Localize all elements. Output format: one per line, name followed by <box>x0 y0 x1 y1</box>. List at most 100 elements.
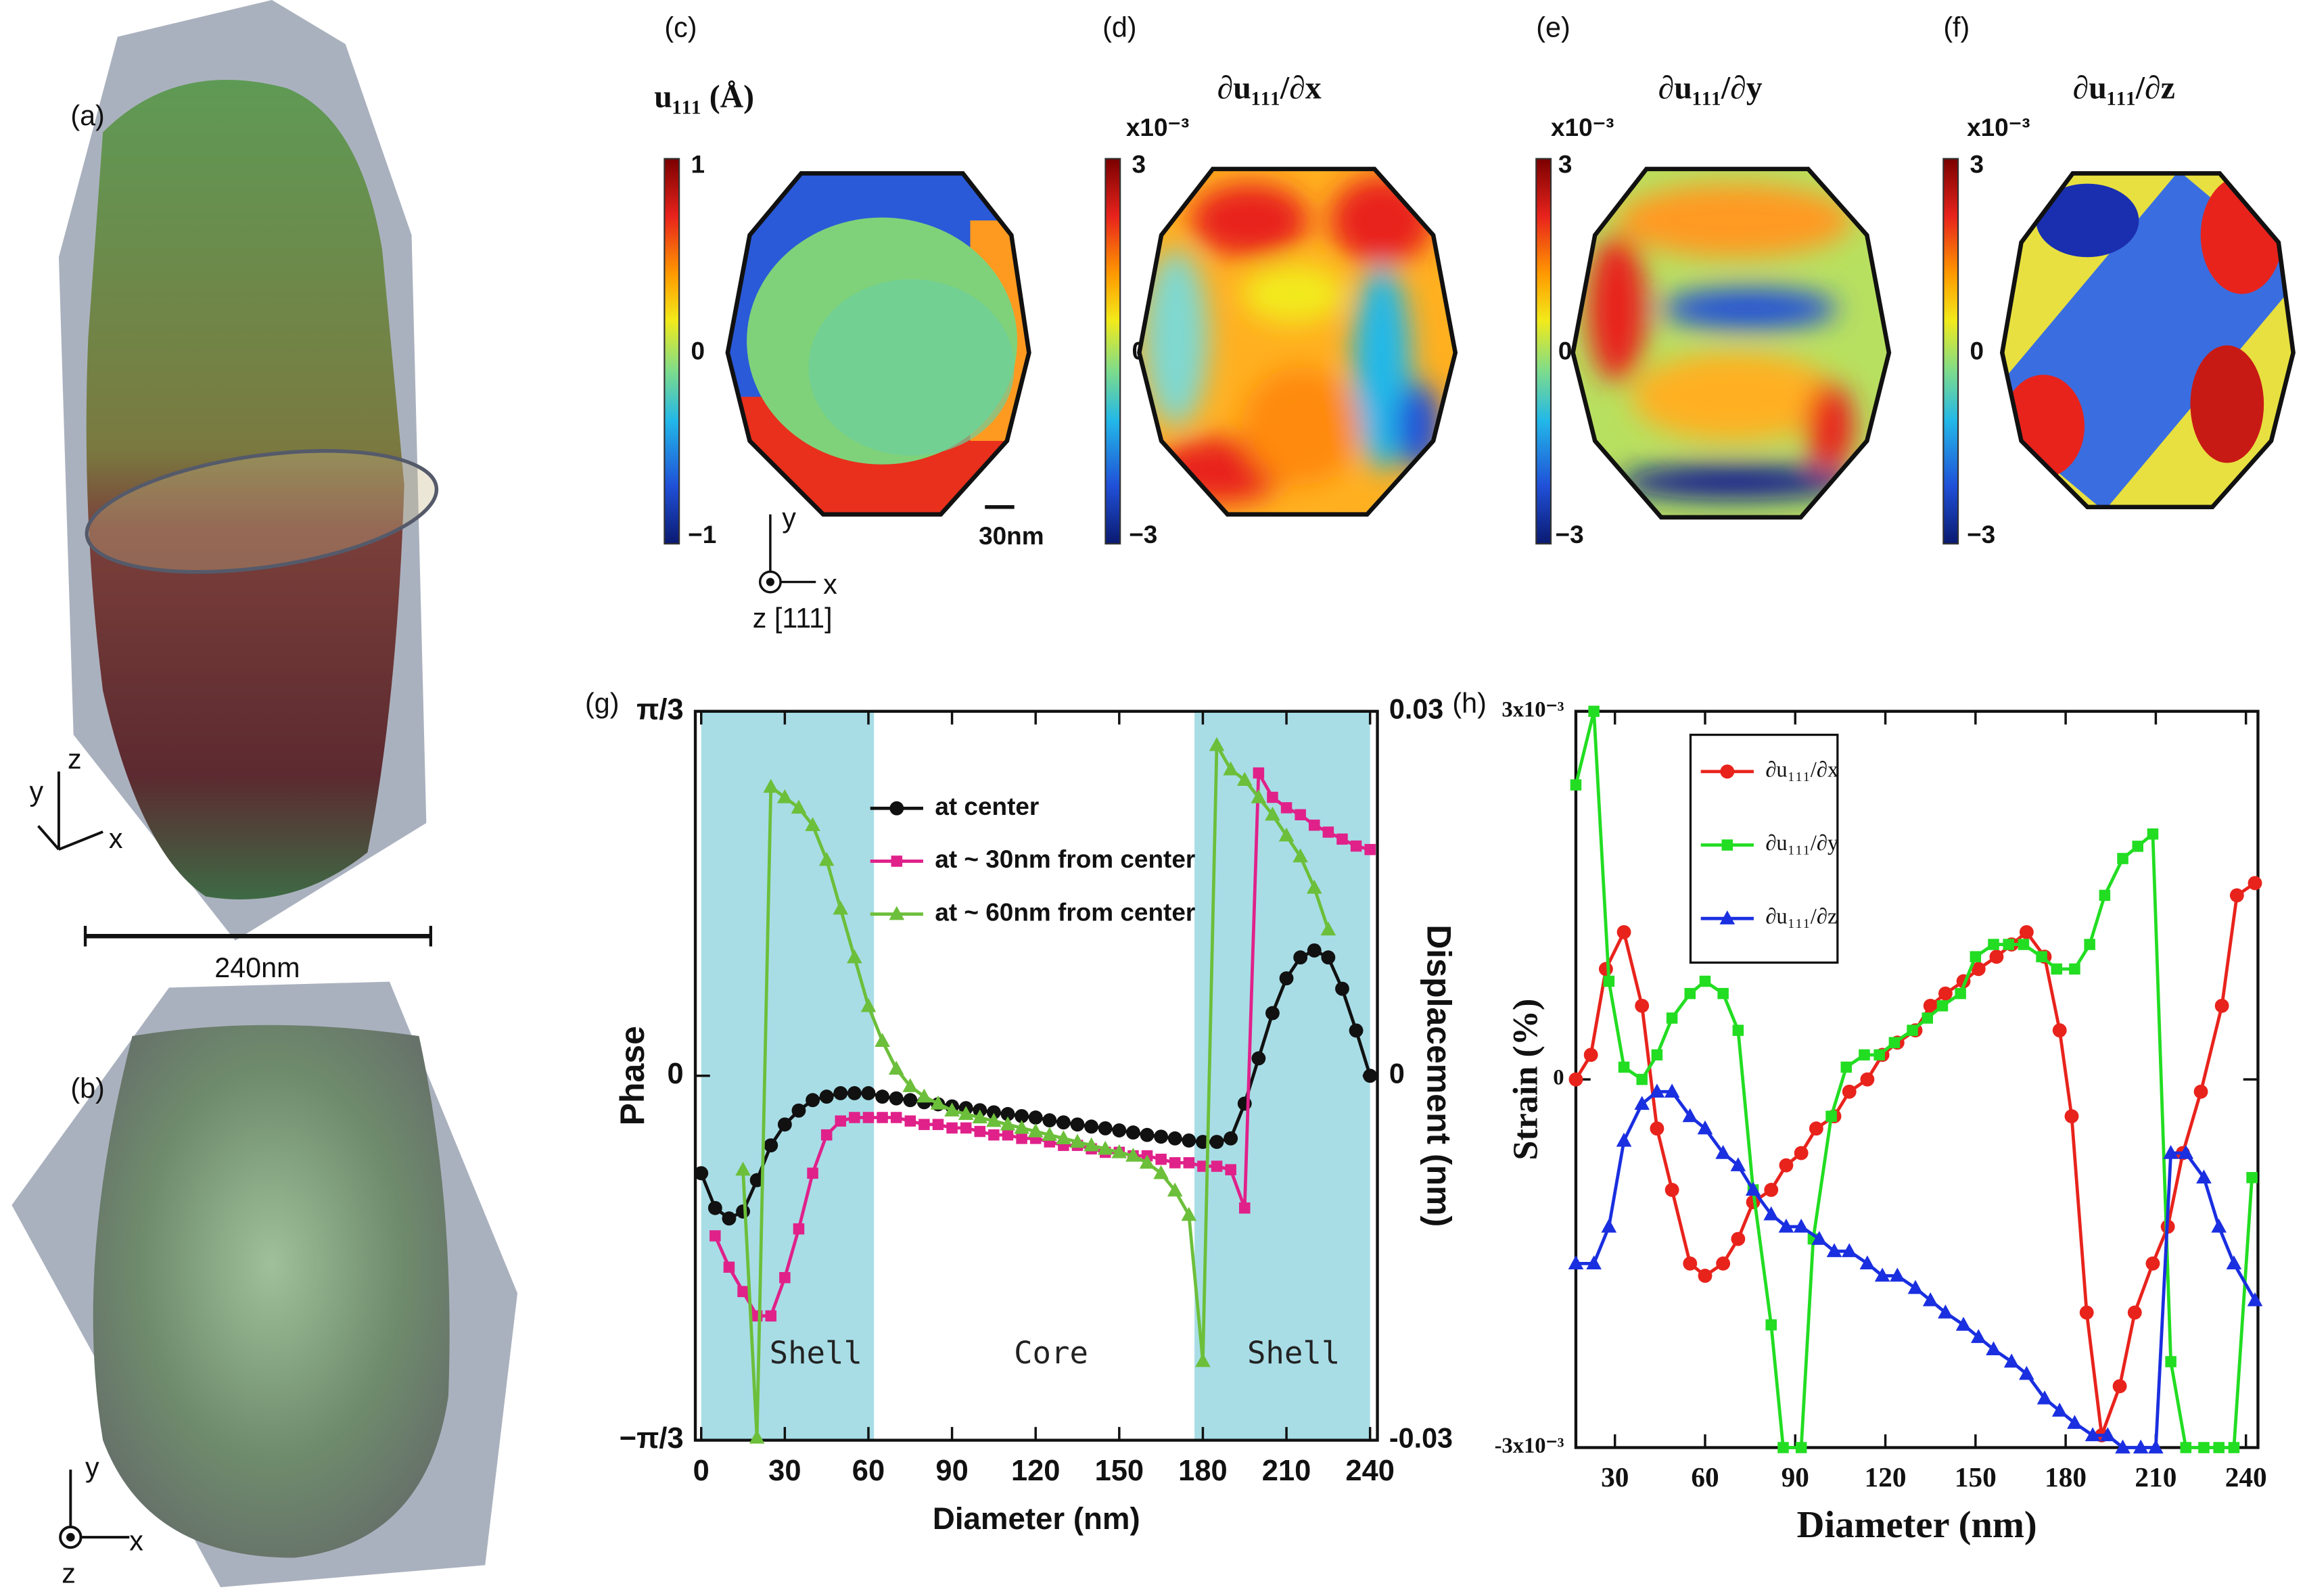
chart-0: Shell Core Shell 0 30 60 90 120 150 180 210 240 −π/3… <box>585 688 1458 1536</box>
heatmap-outline <box>725 171 1031 517</box>
data-point <box>916 1088 932 1103</box>
y2-axis-title: Displacement (nm) <box>1420 924 1458 1227</box>
y-tick-label: -3x10⁻³ <box>1495 1434 1564 1458</box>
data-point <box>2127 1305 2142 1320</box>
colorbar <box>663 158 680 545</box>
data-point <box>875 1033 890 1047</box>
data-point <box>904 1115 916 1127</box>
data-point <box>1183 1157 1195 1169</box>
scale-bar-label: 30nm <box>979 522 1044 550</box>
legend-marker <box>891 855 903 867</box>
y2-tick-label: -0.03 <box>1389 1423 1453 1454</box>
data-point <box>1225 1164 1236 1175</box>
shaded-region <box>1194 711 1370 1440</box>
data-point <box>722 1211 737 1226</box>
heatmap-outline <box>1999 171 2296 509</box>
data-point <box>1731 1231 1746 1246</box>
data-point <box>2178 1145 2194 1159</box>
data-point <box>861 1086 876 1100</box>
panel-label: (a) <box>70 100 104 131</box>
data-point <box>1016 1133 1027 1144</box>
data-point <box>1684 987 1696 1000</box>
panel-f: (f) ∂u₁₁₁/∂z x10⁻³ 3 0 −3 <box>1942 11 2296 548</box>
data-point <box>1586 1255 1602 1270</box>
multiplier: x10⁻³ <box>1551 114 1614 141</box>
data-point <box>1125 1148 1141 1162</box>
data-point <box>1683 1256 1698 1271</box>
colorbar-tick: 0 <box>1558 337 1573 365</box>
panel-label: (b) <box>70 1073 104 1104</box>
data-point <box>2228 1442 2240 1453</box>
data-point <box>1293 848 1308 863</box>
panel-e: (e) ∂u₁₁₁/∂y x10⁻³ 3 0 −3 <box>1535 11 1892 548</box>
data-point <box>2084 939 2095 950</box>
data-point <box>1153 1165 1169 1179</box>
x-tick-label: 30 <box>768 1455 801 1487</box>
data-point <box>1364 843 1376 855</box>
axis-glyph-label: y <box>29 776 43 807</box>
x-tick-label: 240 <box>1345 1455 1395 1487</box>
data-point <box>1698 1269 1713 1283</box>
data-point <box>1267 791 1278 803</box>
data-point <box>1699 975 1711 987</box>
data-point <box>1955 1317 1972 1331</box>
axis-glyph-label: x <box>109 823 123 854</box>
data-point <box>1765 1319 1777 1331</box>
data-point <box>2147 828 2159 840</box>
data-point <box>2112 1379 2127 1394</box>
data-point <box>1568 1072 1583 1087</box>
x-tick-label: 150 <box>1095 1455 1144 1487</box>
data-point <box>903 1093 918 1108</box>
x-tick-label: 90 <box>1782 1461 1809 1493</box>
data-point <box>1682 1108 1698 1123</box>
data-point <box>1027 1123 1044 1137</box>
data-point <box>2213 1442 2225 1453</box>
data-point <box>1715 1145 1731 1159</box>
data-point <box>1601 1218 1617 1233</box>
data-point <box>806 1093 820 1108</box>
data-point <box>2099 889 2111 901</box>
data-point <box>1000 1116 1016 1131</box>
data-point <box>1167 1182 1183 1197</box>
data-point <box>2148 1439 2164 1454</box>
x-tick-label: 180 <box>2045 1461 2087 1493</box>
colorbar-tick: 1 <box>691 150 705 178</box>
data-point <box>764 1138 778 1153</box>
panel-label: (d) <box>1102 11 1136 43</box>
legend-label: ∂u₁₁₁/∂x <box>1765 757 1838 782</box>
data-point <box>1936 1000 1949 1012</box>
data-point <box>1084 1137 1099 1152</box>
data-point <box>960 1122 972 1134</box>
data-point <box>1111 1144 1127 1158</box>
x-tick-label: 150 <box>1955 1461 1997 1493</box>
x-axis-title: Diameter (nm) <box>1797 1504 2037 1546</box>
data-point <box>1069 1133 1086 1148</box>
heatmap-outline <box>1137 166 1458 517</box>
data-point <box>1309 819 1320 831</box>
data-point <box>1793 1218 1809 1233</box>
data-point <box>1840 1061 1853 1073</box>
axis-glyph-label: z <box>68 744 82 775</box>
data-point <box>1568 1255 1584 1270</box>
data-point <box>805 817 820 831</box>
x-tick-label: 210 <box>1262 1455 1311 1487</box>
data-point <box>849 1112 860 1123</box>
data-point <box>1320 921 1336 936</box>
panel-d: (d) ∂u₁₁₁/∂x x10⁻³ 3 0 −3 <box>1102 11 1458 548</box>
data-point <box>749 1173 764 1188</box>
data-point <box>932 1119 944 1131</box>
data-point <box>1125 1125 1140 1140</box>
legend-label: at ~ 60nm from center <box>935 898 1195 926</box>
data-point <box>2019 1365 2034 1380</box>
data-point <box>1825 1110 1837 1122</box>
data-point <box>1279 971 1294 986</box>
data-point <box>1223 761 1238 776</box>
data-point <box>1167 1131 1182 1146</box>
data-point <box>1988 939 1999 950</box>
data-point <box>1970 1329 1986 1343</box>
data-point <box>1986 1341 2001 1356</box>
multiplier: x10⁻³ <box>1126 114 1189 141</box>
y-tick-label: −π/3 <box>620 1422 684 1455</box>
panel-title: u₁₁₁ (Å) <box>654 79 754 115</box>
colorbar-tick: −3 <box>1129 521 1157 548</box>
